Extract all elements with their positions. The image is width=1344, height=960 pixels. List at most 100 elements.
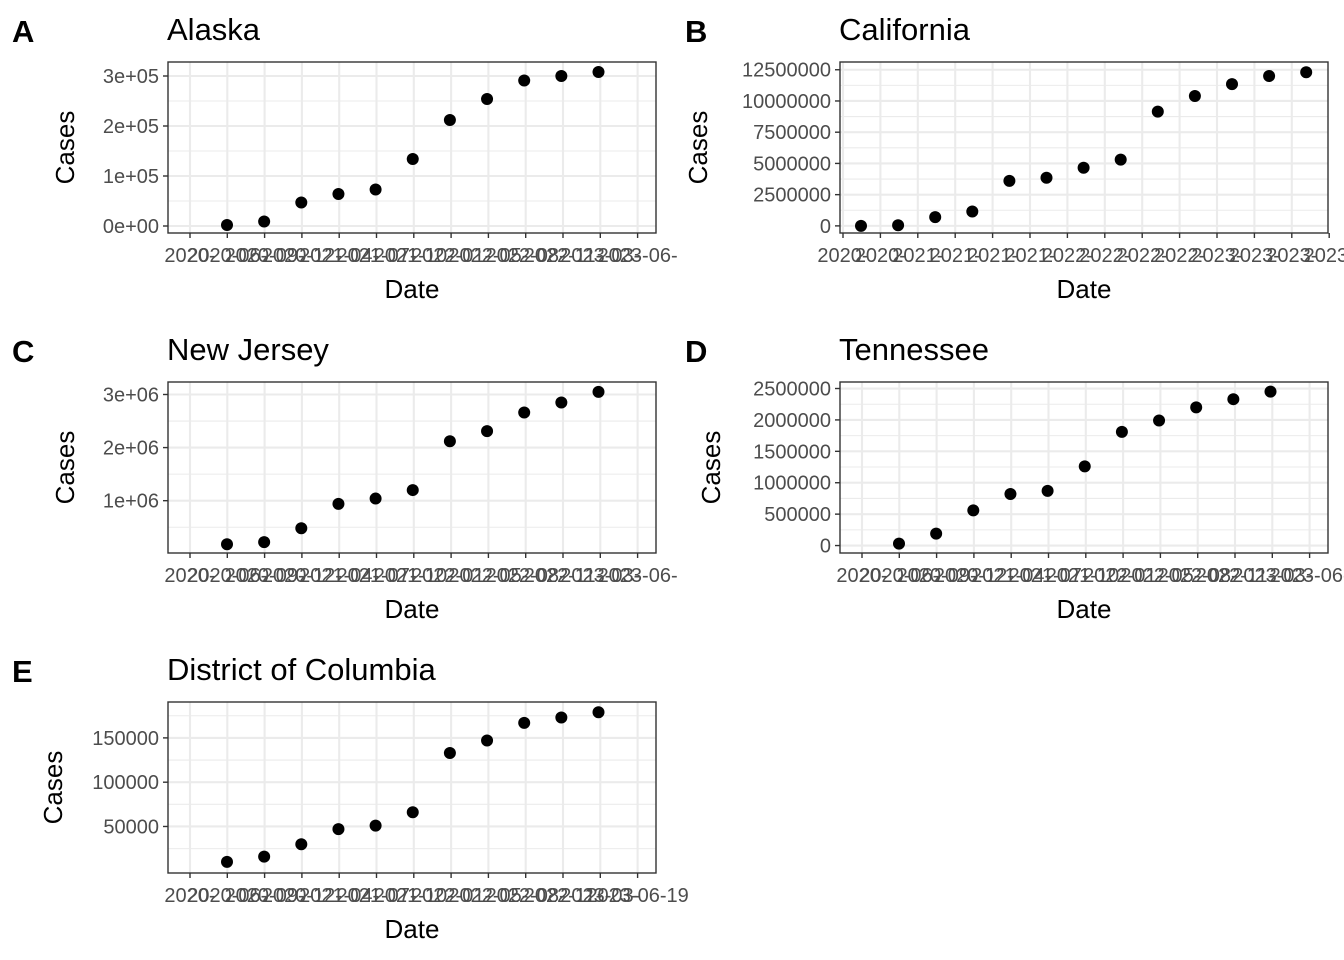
x-tick-label: 2022-01- <box>411 565 491 587</box>
x-tick-label: 2020-06- <box>187 885 267 907</box>
x-tick-label: 2021-07- <box>336 885 416 907</box>
x-tick-label: 2022-11- <box>524 885 603 907</box>
y-tick-label: 2500000 <box>753 379 831 401</box>
y-axis-title: Cases <box>683 111 713 185</box>
plot-frame <box>839 381 1329 554</box>
x-tick-label: 2023-03- <box>560 885 640 907</box>
x-tick-label: 2020-12- <box>262 245 342 267</box>
data-point <box>592 385 605 398</box>
panel-tag: C <box>12 334 34 369</box>
data-point <box>892 219 905 232</box>
x-tick-label: 2020-06- <box>187 245 267 267</box>
plot-frame <box>167 701 657 874</box>
x-axis-title: Date <box>1057 274 1112 304</box>
x-tick-label: 2021-04- <box>971 565 1051 587</box>
data-point <box>930 527 943 540</box>
panel-title: Tennessee <box>839 332 989 367</box>
data-point <box>592 66 605 78</box>
x-tick-label: 2020-12- <box>934 565 1014 587</box>
x-tick-label: 2022- <box>1042 245 1093 267</box>
panel-b: 0 2500000 5000000 7500000 10000000 12500000 20… <box>683 12 1344 304</box>
x-tick-label: 2022- <box>1117 245 1168 267</box>
data-point <box>1041 484 1054 497</box>
y-tick-label: 5000000 <box>753 153 831 175</box>
data-point <box>332 497 345 510</box>
data-point <box>1114 153 1127 166</box>
data-point <box>369 819 382 832</box>
plot-frame <box>167 61 657 234</box>
panel-tag: A <box>12 14 34 49</box>
y-tick-label: 3e+05 <box>103 66 159 88</box>
data-point <box>555 711 568 724</box>
x-tick-label: 2021-10- <box>1046 565 1126 587</box>
x-tick-label: 2023-06- <box>598 245 678 267</box>
x-tick-label: 2021- <box>930 245 981 267</box>
plot-frame <box>167 381 657 554</box>
y-tick-label: 10000000 <box>742 91 831 113</box>
data-point <box>1188 89 1201 102</box>
x-tick-label: 2022-08- <box>486 885 566 907</box>
data-point <box>443 746 456 759</box>
x-tick-label: 2023- <box>1191 245 1242 267</box>
data-point <box>518 74 531 87</box>
x-tick-label: 2023-06- <box>598 565 678 587</box>
y-tick-label: 2e+05 <box>103 116 159 138</box>
panel-tag: E <box>12 654 33 689</box>
x-tick-label: 2020- <box>836 565 887 587</box>
x-tick-label: 2023-03- <box>560 565 640 587</box>
x-tick-label: 2021-07- <box>336 565 416 587</box>
y-axis-title: Cases <box>50 431 80 505</box>
x-tick-label: 2022-08- <box>486 245 566 267</box>
y-tick-label: 1000000 <box>753 473 831 495</box>
y-axis-title: Cases <box>50 111 80 185</box>
y-tick-label: 0 <box>820 536 831 558</box>
gridlines <box>168 702 656 873</box>
data-point <box>1115 425 1128 438</box>
x-tick-label: 2021-10- <box>374 885 454 907</box>
x-tick-label: 2022-01- <box>411 885 491 907</box>
data-point <box>332 823 345 836</box>
y-axis-title: Cases <box>38 751 68 825</box>
y-tick-label: 2500000 <box>753 185 831 207</box>
x-tick-label: 2022-11- <box>1196 565 1275 587</box>
data-point <box>295 838 308 851</box>
y-tick-label: 3e+06 <box>103 384 159 406</box>
x-tick-label: 2020- <box>855 245 906 267</box>
x-tick-label: 2020- <box>164 565 215 587</box>
x-tick-label: 2021- <box>1004 245 1055 267</box>
data-point <box>555 70 568 82</box>
x-tick-label: 2020-09- <box>897 565 977 587</box>
panel-a: 0e+00 1e+05 2e+05 3e+05 2020-2020-06-2020-09… <box>12 12 678 304</box>
y-tick-label: 150000 <box>92 728 159 750</box>
x-tick-label: 2020-09- <box>225 245 305 267</box>
x-tick-label: 2022-11- <box>524 565 603 587</box>
x-tick-label: 2022-05- <box>448 245 528 267</box>
data-point <box>1264 385 1277 398</box>
plot-background <box>168 62 656 233</box>
data-point <box>1153 414 1166 427</box>
x-tick-label: 2021-04- <box>299 565 379 587</box>
x-tick-label: 2021- <box>967 245 1018 267</box>
data-point <box>1077 161 1090 174</box>
y-tick-label: 1500000 <box>753 441 831 463</box>
x-tick-label: 2022-01- <box>411 245 491 267</box>
data-point <box>967 504 980 517</box>
x-tick-label: 2023-03- <box>560 245 640 267</box>
plot-frame <box>839 61 1329 234</box>
x-tick-label: 2022-05- <box>448 565 528 587</box>
x-tick-label: 2020-06- <box>187 565 267 587</box>
data-point <box>555 396 568 409</box>
x-tick-label: 2022- <box>1079 245 1130 267</box>
y-tick-label: 12500000 <box>742 60 831 82</box>
x-tick-label: 2022-05- <box>1120 565 1200 587</box>
x-tick-label: 2023- <box>1266 245 1317 267</box>
data-point <box>1004 488 1017 501</box>
data-point <box>1300 66 1313 79</box>
plot-background <box>168 382 656 553</box>
x-tick-label: 2023- <box>1304 245 1344 267</box>
x-tick-label: 2020- <box>817 245 868 267</box>
data-point <box>966 205 979 218</box>
data-point <box>221 538 233 551</box>
data-point <box>481 425 494 438</box>
